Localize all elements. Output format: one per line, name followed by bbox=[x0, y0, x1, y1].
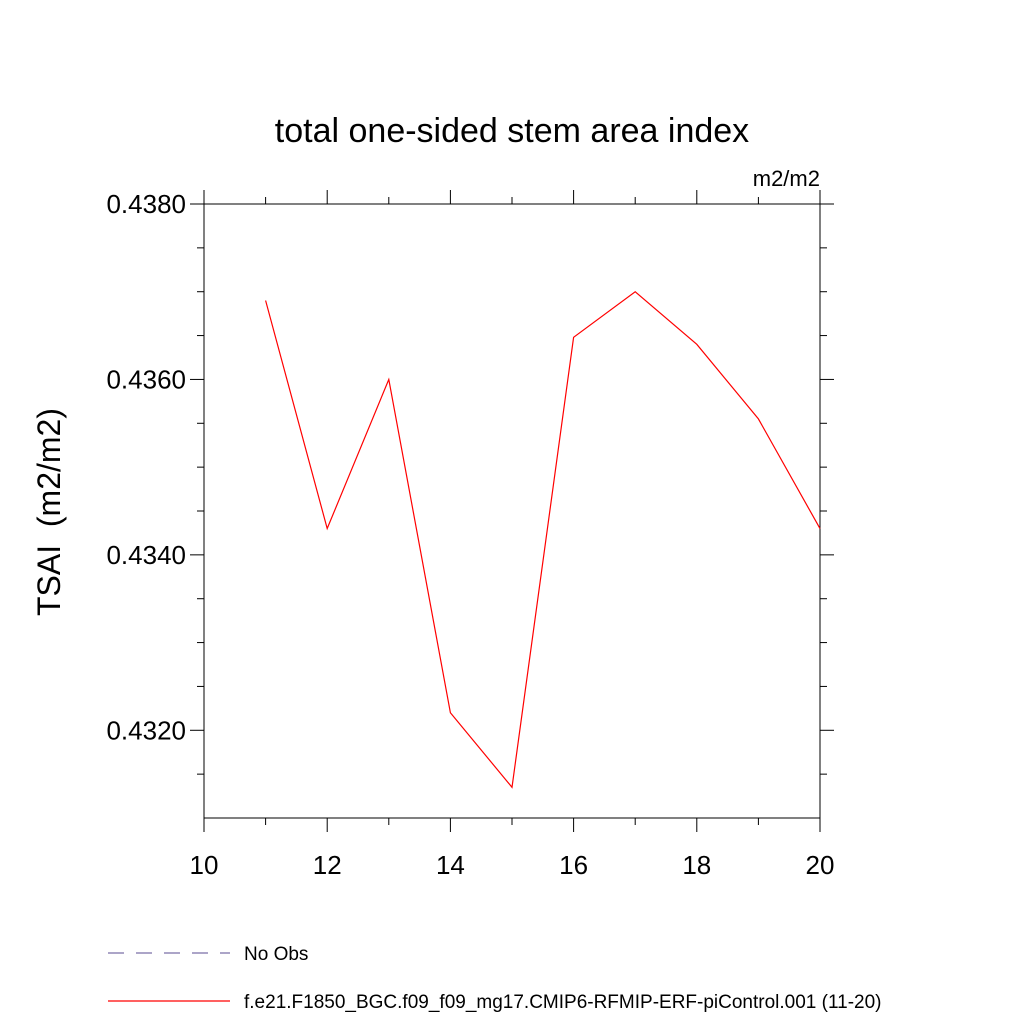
x-tick-label: 14 bbox=[436, 850, 465, 880]
units-label: m2/m2 bbox=[753, 166, 820, 191]
x-tick-label: 10 bbox=[190, 850, 219, 880]
y-axis-label: TSAI (m2/m2) bbox=[31, 408, 67, 616]
y-tick-label: 0.4380 bbox=[106, 189, 186, 219]
plot-frame-group bbox=[203, 203, 821, 819]
plot-frame bbox=[203, 203, 821, 819]
y-tick-label: 0.4320 bbox=[106, 715, 186, 745]
ticks-group bbox=[190, 190, 834, 832]
legend-label: No Obs bbox=[244, 944, 308, 965]
y-tick-label: 0.4360 bbox=[106, 364, 186, 394]
series-group bbox=[265, 290, 821, 789]
x-tick-label: 12 bbox=[313, 850, 342, 880]
x-tick-label: 18 bbox=[682, 850, 711, 880]
y-tick-label: 0.4340 bbox=[106, 540, 186, 570]
chart-title: total one-sided stem area index bbox=[275, 112, 749, 150]
legend-label: f.e21.F1850_BGC.f09_f09_mg17.CMIP6-RFMIP… bbox=[244, 992, 881, 1013]
legend: No Obs f.e21.F1850_BGC.f09_f09_mg17.CMIP6… bbox=[108, 944, 881, 1013]
series-line bbox=[265, 290, 821, 789]
tick-labels-group: 10 12 14 16 18 20 0.4320 0.4340 0.4360 0.4380 bbox=[106, 189, 834, 880]
x-tick-label: 20 bbox=[806, 850, 835, 880]
x-tick-label: 16 bbox=[559, 850, 588, 880]
